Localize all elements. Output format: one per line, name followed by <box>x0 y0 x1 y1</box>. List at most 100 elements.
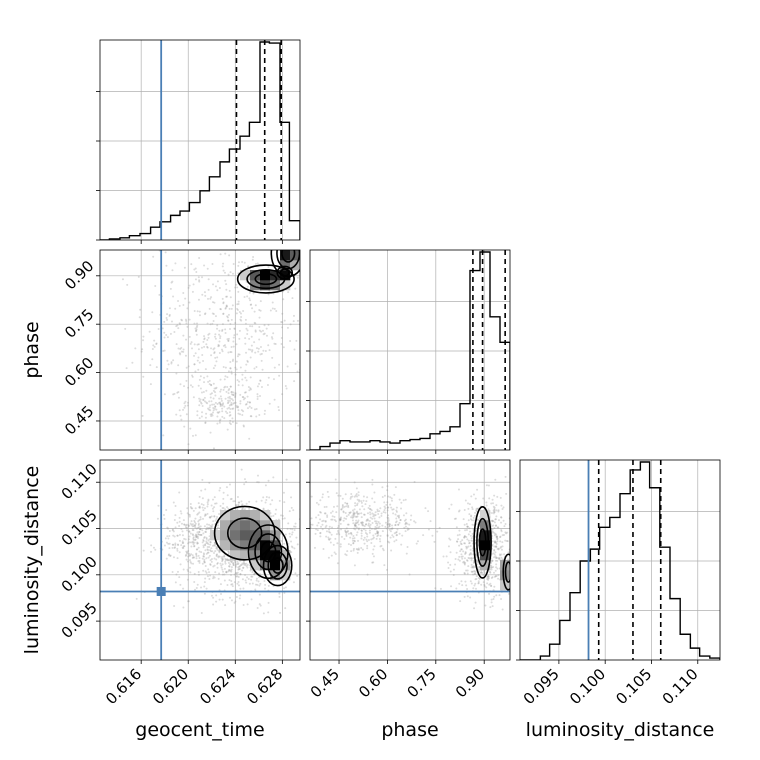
density-geocent_time-luminosity_distance-point <box>220 557 223 560</box>
density-geocent_time-luminosity_distance-frame <box>99 459 301 661</box>
density-geocent_time-phase-point <box>209 413 212 416</box>
density-geocent_time-luminosity_distance-point <box>212 498 215 501</box>
density-phase-luminosity_distance-point <box>360 529 363 532</box>
density-geocent_time-phase-point <box>247 265 250 268</box>
density-phase-luminosity_distance-point <box>498 553 501 556</box>
density-geocent_time-luminosity_distance-point <box>187 570 190 573</box>
density-geocent_time-luminosity_distance-point <box>188 552 191 555</box>
density-geocent_time-phase-point <box>213 403 216 406</box>
density-phase-luminosity_distance-point <box>498 556 501 559</box>
density-geocent_time-luminosity_distance-point <box>212 577 215 580</box>
density-geocent_time-luminosity_distance-point <box>172 543 175 546</box>
density-geocent_time-phase-point <box>158 293 161 296</box>
density-phase-luminosity_distance-point <box>466 588 469 591</box>
density-phase-luminosity_distance-point <box>358 512 361 515</box>
density-phase-luminosity_distance-point <box>319 499 322 502</box>
density-phase-luminosity_distance-point <box>391 527 394 530</box>
density-geocent_time-phase-point <box>255 407 258 410</box>
density-phase-luminosity_distance-point <box>370 509 373 512</box>
density-geocent_time-phase-point <box>196 359 199 362</box>
density-geocent_time-luminosity_distance-point <box>269 503 272 506</box>
density-phase-luminosity_distance-point <box>321 493 324 496</box>
density-geocent_time-luminosity_distance-point <box>214 550 217 553</box>
density-geocent_time-luminosity_distance-point <box>195 555 198 558</box>
density-phase-luminosity_distance-point <box>349 496 352 499</box>
density-geocent_time-luminosity_distance-point <box>178 520 181 523</box>
density-geocent_time-phase-point <box>195 333 198 336</box>
density-phase-luminosity_distance-point <box>493 545 496 548</box>
density-phase-luminosity_distance-point <box>361 523 364 526</box>
density-phase-luminosity_distance-point <box>495 545 498 548</box>
density-phase-luminosity_distance-point <box>501 541 504 544</box>
density-phase-luminosity_distance-point <box>489 571 492 574</box>
density-geocent_time-luminosity_distance-point <box>278 499 281 502</box>
density-geocent_time-phase-point <box>213 352 216 355</box>
density-geocent_time-luminosity_distance-point <box>257 580 260 583</box>
density-geocent_time-luminosity_distance-point <box>213 541 216 544</box>
density-phase-luminosity_distance-point <box>345 517 348 520</box>
density-geocent_time-phase-point <box>226 412 229 415</box>
density-phase-luminosity_distance-point <box>507 592 510 595</box>
density-phase-luminosity_distance-point <box>342 519 345 522</box>
density-phase-luminosity_distance-point <box>502 506 505 509</box>
density-phase-luminosity_distance-point <box>376 532 379 535</box>
density-geocent_time-luminosity_distance-point <box>175 573 178 576</box>
density-geocent_time-phase-point <box>251 325 254 328</box>
density-geocent_time-phase-point <box>175 413 178 416</box>
density-phase-luminosity_distance-point <box>463 535 466 538</box>
density-phase-luminosity_distance-point <box>365 523 368 526</box>
density-geocent_time-phase-point <box>249 325 252 328</box>
density-phase-luminosity_distance-point <box>376 535 379 538</box>
density-phase-luminosity_distance-point <box>374 511 377 514</box>
density-geocent_time-phase-point <box>258 325 261 328</box>
density-phase-luminosity_distance-point <box>284 509 286 511</box>
density-geocent_time-luminosity_distance-point <box>235 572 238 575</box>
density-geocent_time-phase-point <box>292 314 295 317</box>
density-geocent_time-phase-point <box>256 385 259 388</box>
density-geocent_time-luminosity_distance-point <box>259 582 262 585</box>
density-geocent_time-phase-point <box>211 312 214 315</box>
density-geocent_time-luminosity_distance-point <box>206 575 209 578</box>
density-geocent_time-luminosity_distance-point <box>204 543 207 546</box>
density-phase-luminosity_distance-point <box>490 502 493 505</box>
density-geocent_time-phase-point <box>228 421 231 424</box>
density-geocent_time-luminosity_distance-point <box>192 538 195 541</box>
density-phase-luminosity_distance-point <box>352 542 355 545</box>
density-geocent_time-phase-point <box>221 323 224 326</box>
density-phase-luminosity_distance-point <box>415 542 418 545</box>
density-geocent_time-luminosity_distance-point <box>154 548 157 551</box>
density-geocent_time-luminosity_distance-point <box>214 502 217 505</box>
density-phase-luminosity_distance-point <box>470 570 473 573</box>
density-geocent_time-phase-point <box>212 411 215 414</box>
density-geocent_time-phase-point <box>235 283 238 286</box>
density-geocent_time-phase-point <box>258 316 261 319</box>
density-geocent_time-phase-point <box>211 262 214 265</box>
density-geocent_time-phase-point <box>198 400 201 403</box>
density-phase-luminosity_distance-point <box>500 516 503 519</box>
density-phase-luminosity_distance-point <box>370 538 373 541</box>
density-phase-luminosity_distance-point <box>378 538 381 541</box>
density-geocent_time-luminosity_distance-point <box>303 556 305 558</box>
density-geocent_time-phase-ytick-label-0: 0.45 <box>61 402 97 438</box>
density-geocent_time-luminosity_distance-point <box>197 502 200 505</box>
density-phase-luminosity_distance-point <box>353 495 356 498</box>
density-phase-luminosity_distance-point <box>352 516 355 519</box>
density-geocent_time-luminosity_distance-point <box>204 570 207 573</box>
density-geocent_time-phase-point <box>259 309 262 312</box>
density-geocent_time-phase-point <box>227 313 230 316</box>
density-geocent_time-luminosity_distance-point <box>205 542 208 545</box>
density-phase-luminosity_distance-point <box>385 527 388 530</box>
density-phase-luminosity_distance-point <box>475 559 478 562</box>
density-phase-luminosity_distance-point <box>521 554 523 556</box>
density-geocent_time-phase-point <box>140 350 143 353</box>
density-geocent_time-luminosity_distance-point <box>209 563 212 566</box>
density-geocent_time-phase-point <box>174 262 177 265</box>
density-geocent_time-luminosity_distance-point <box>183 545 186 548</box>
density-geocent_time-luminosity_distance-point <box>189 503 192 506</box>
density-phase-luminosity_distance-point <box>391 524 394 527</box>
density-geocent_time-luminosity_distance-point <box>206 503 209 506</box>
density-phase-luminosity_distance-point <box>459 540 462 543</box>
density-phase-luminosity_distance-point <box>490 601 493 604</box>
density-geocent_time-phase-point <box>263 409 266 412</box>
density-geocent_time-luminosity_distance-point <box>244 579 247 582</box>
